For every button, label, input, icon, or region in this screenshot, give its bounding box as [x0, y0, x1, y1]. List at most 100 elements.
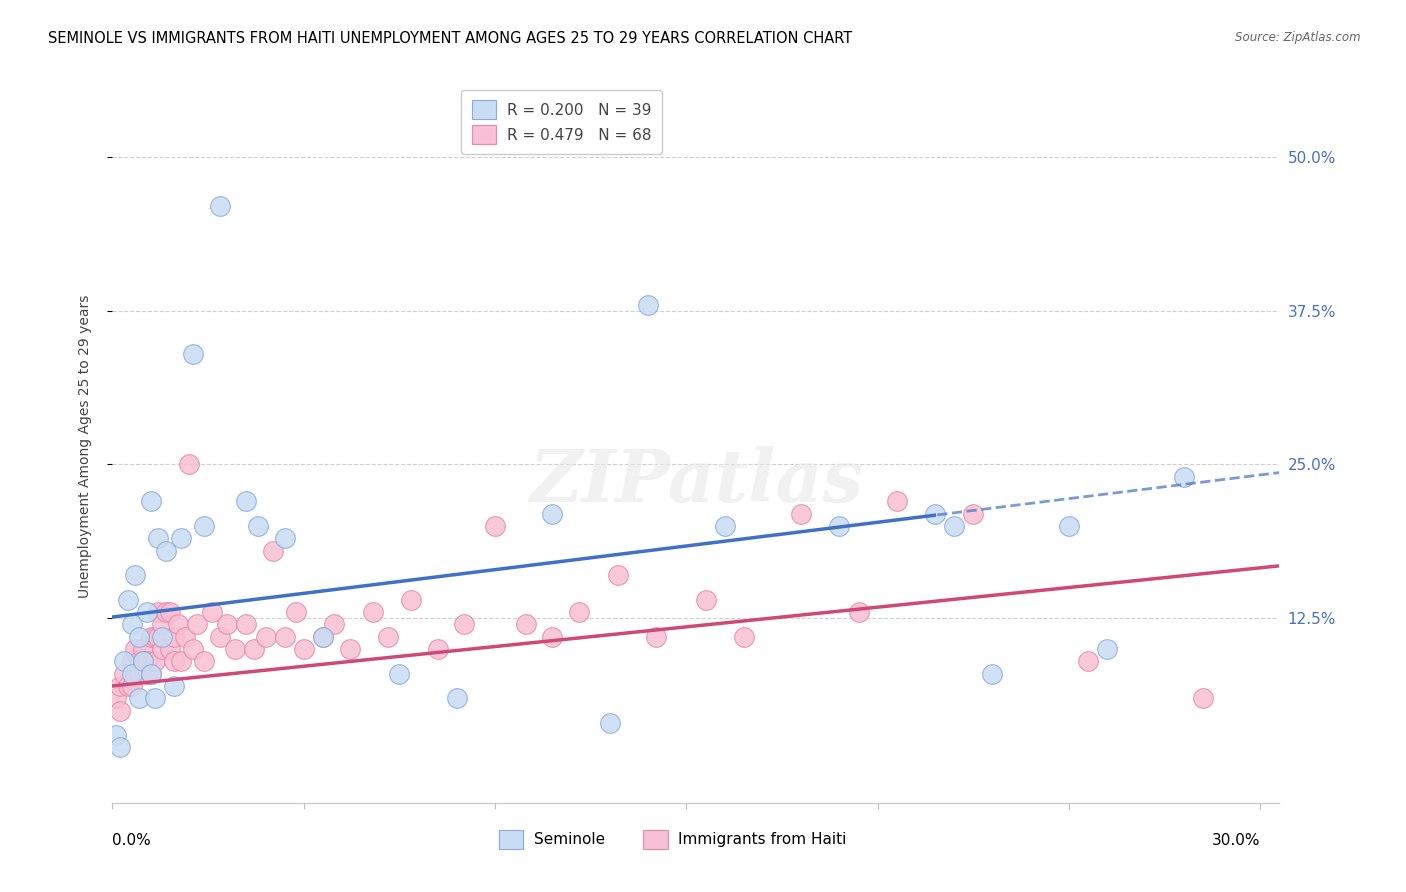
Point	[155, 543, 177, 558]
Point	[132, 642, 155, 657]
Point	[1173, 469, 1195, 483]
Point	[399, 592, 422, 607]
Point	[163, 630, 186, 644]
Point	[388, 666, 411, 681]
Point	[143, 654, 166, 668]
Point	[235, 617, 257, 632]
Point	[112, 666, 135, 681]
Point	[143, 691, 166, 706]
Point	[121, 679, 143, 693]
Point	[135, 654, 157, 668]
Point	[599, 715, 621, 730]
Text: Source: ZipAtlas.com: Source: ZipAtlas.com	[1236, 31, 1361, 45]
Point	[606, 568, 628, 582]
Point	[1077, 654, 1099, 668]
Point	[105, 728, 128, 742]
Point	[186, 617, 208, 632]
Point	[177, 458, 200, 472]
Point	[117, 679, 139, 693]
Point	[159, 605, 181, 619]
Point	[193, 519, 215, 533]
Point	[201, 605, 224, 619]
Point	[208, 630, 231, 644]
Point	[128, 666, 150, 681]
Point	[1097, 642, 1119, 657]
Point	[273, 630, 295, 644]
Point	[121, 666, 143, 681]
Point	[193, 654, 215, 668]
Point	[128, 630, 150, 644]
Point	[135, 666, 157, 681]
Point	[943, 519, 966, 533]
Point	[733, 630, 755, 644]
Point	[174, 630, 197, 644]
Point	[886, 494, 908, 508]
Point	[128, 691, 150, 706]
Point	[150, 630, 173, 644]
Point	[108, 704, 131, 718]
Point	[828, 519, 851, 533]
Point	[246, 519, 269, 533]
Point	[124, 568, 146, 582]
Point	[262, 543, 284, 558]
Point	[848, 605, 870, 619]
Point	[121, 654, 143, 668]
Point	[644, 630, 666, 644]
Point	[105, 691, 128, 706]
Point	[155, 605, 177, 619]
Point	[143, 630, 166, 644]
Point	[108, 679, 131, 693]
Point	[292, 642, 315, 657]
Point	[1057, 519, 1080, 533]
Y-axis label: Unemployment Among Ages 25 to 29 years: Unemployment Among Ages 25 to 29 years	[77, 294, 91, 598]
Point	[695, 592, 717, 607]
Point	[139, 666, 162, 681]
Point	[163, 679, 186, 693]
Point	[135, 605, 157, 619]
Point	[962, 507, 984, 521]
Point	[208, 199, 231, 213]
Point	[790, 507, 813, 521]
Point	[426, 642, 449, 657]
Point	[541, 630, 564, 644]
Point	[170, 654, 193, 668]
Point	[273, 531, 295, 545]
Point	[108, 740, 131, 755]
Text: 0.0%: 0.0%	[112, 833, 152, 848]
Point	[339, 642, 361, 657]
Point	[312, 630, 335, 644]
Point	[361, 605, 384, 619]
Point	[1192, 691, 1215, 706]
Point	[148, 605, 170, 619]
Point	[163, 654, 186, 668]
Point	[541, 507, 564, 521]
Point	[139, 494, 162, 508]
Point	[446, 691, 468, 706]
Point	[323, 617, 346, 632]
Point	[637, 297, 659, 311]
Text: 30.0%: 30.0%	[1212, 833, 1260, 848]
Point	[150, 617, 173, 632]
Point	[132, 654, 155, 668]
Point	[159, 642, 181, 657]
Point	[285, 605, 308, 619]
Point	[217, 617, 239, 632]
Text: ZIPatlas: ZIPatlas	[529, 446, 863, 517]
Point	[515, 617, 537, 632]
Point	[243, 642, 266, 657]
Point	[150, 642, 173, 657]
Point	[139, 630, 162, 644]
Point	[224, 642, 246, 657]
Point	[484, 519, 506, 533]
Text: SEMINOLE VS IMMIGRANTS FROM HAITI UNEMPLOYMENT AMONG AGES 25 TO 29 YEARS CORRELA: SEMINOLE VS IMMIGRANTS FROM HAITI UNEMPL…	[48, 31, 852, 46]
Point	[121, 617, 143, 632]
Point	[132, 654, 155, 668]
Point	[312, 630, 335, 644]
Point	[981, 666, 1004, 681]
Point	[181, 642, 204, 657]
Point	[568, 605, 591, 619]
Point	[112, 654, 135, 668]
Point	[148, 630, 170, 644]
Point	[139, 666, 162, 681]
Point	[377, 630, 399, 644]
